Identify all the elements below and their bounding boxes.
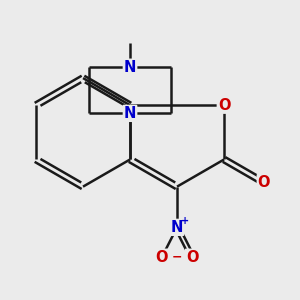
Text: N: N (171, 220, 183, 235)
Text: O: O (218, 98, 230, 113)
Text: O: O (156, 250, 168, 265)
Text: O: O (186, 250, 199, 265)
Text: +: + (182, 216, 190, 226)
Text: N: N (124, 106, 136, 121)
Text: N: N (124, 60, 136, 75)
Text: −: − (172, 251, 183, 264)
Text: O: O (258, 175, 270, 190)
